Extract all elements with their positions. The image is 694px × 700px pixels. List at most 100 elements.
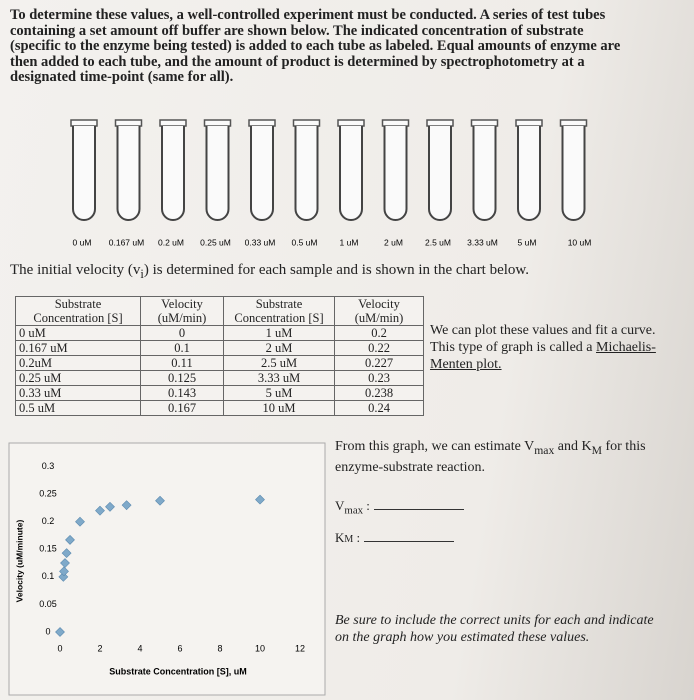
header-cell: Velocity (uM/min) xyxy=(140,296,224,326)
y-tick-label: 0.05 xyxy=(39,599,57,609)
tube xyxy=(383,126,408,221)
cell: 0.2 xyxy=(334,325,424,341)
point xyxy=(65,534,75,545)
text: i xyxy=(140,267,144,281)
tube xyxy=(517,126,541,221)
text: : xyxy=(363,498,370,513)
x-tick-label: 4 xyxy=(137,643,142,653)
cell: 0.125 xyxy=(140,370,224,386)
chart: 0 0.05 0.1 0.15 0.2 0.25 0.3 0 2 4 6 8 10 12 Velocity … xyxy=(8,442,326,696)
tube-cap xyxy=(292,119,321,127)
tube xyxy=(161,126,185,221)
tube-label: 0 uM xyxy=(73,237,92,247)
tube-label: 0.25 uM xyxy=(200,237,231,247)
blank xyxy=(364,541,455,542)
point xyxy=(75,516,85,527)
cell: 3.33 uM xyxy=(223,370,335,386)
cell: 10 uM xyxy=(223,400,335,416)
cell: 0.23 xyxy=(334,370,424,386)
point xyxy=(60,558,70,568)
tube-row: 0 uM 0.167 uM 0.2 uM 0.25 uM 0.33 uM 0.5 uM 1 … xyxy=(70,119,592,247)
tube-label: 1 uM xyxy=(340,237,359,247)
x-axis-label: Substrate Concentration [S], uM xyxy=(109,666,247,676)
header-cell: Velocity (uM/min) xyxy=(334,296,424,326)
point xyxy=(255,494,265,505)
cell: 2 uM xyxy=(223,340,335,356)
cell: 0.167 uM xyxy=(15,340,141,356)
tube-cap xyxy=(426,119,454,127)
tube xyxy=(428,126,452,221)
text: Michaelis-Menten plot. xyxy=(430,340,656,372)
y-tick-label: 0.15 xyxy=(39,544,57,554)
tube-label: 0.33 uM xyxy=(245,237,276,247)
tube xyxy=(294,126,319,221)
cell: 0.1 xyxy=(140,340,224,356)
x-tick-label: 12 xyxy=(295,643,305,653)
x-tick-label: 10 xyxy=(255,643,265,653)
text: ) is determined for each sample and is s… xyxy=(143,262,530,278)
cell: 0.143 xyxy=(140,385,224,401)
text: V xyxy=(335,498,345,513)
tube-cap xyxy=(470,119,499,127)
tube-label: 5 uM xyxy=(518,237,537,247)
vmax-answer: Vmax : xyxy=(335,498,464,517)
point xyxy=(121,500,132,511)
question: From this graph, we can estimate Vmax an… xyxy=(335,438,655,476)
cell: 0.24 xyxy=(334,400,424,416)
tube xyxy=(116,126,141,221)
cell: 0.33 uM xyxy=(15,385,141,401)
tube xyxy=(205,126,230,221)
cell: 5 uM xyxy=(223,385,335,401)
text: K xyxy=(335,530,345,545)
cell: 0.11 xyxy=(140,355,224,371)
y-tick-label: 0.1 xyxy=(42,571,55,581)
tube-label: 3.33 uM xyxy=(467,237,498,247)
tube-cap xyxy=(515,119,543,127)
y-axis-label: Velocity (uM/minute) xyxy=(14,520,24,603)
tube xyxy=(561,126,586,221)
km-answer: KM : xyxy=(335,530,455,546)
tube-cap xyxy=(159,119,187,127)
tube xyxy=(250,126,274,221)
row: 0.167 uM 0.1 2 uM 0.22 xyxy=(15,340,424,356)
cell: 2.5 uM xyxy=(223,355,335,371)
y-tick-label: 0.3 xyxy=(42,461,55,471)
tube-label: 2 uM xyxy=(384,237,403,247)
x-tick-label: 6 xyxy=(177,643,182,653)
text: and K xyxy=(554,439,592,454)
row: 0 uM 0 1 uM 0.2 xyxy=(15,325,424,341)
x-tick-label: 0 xyxy=(57,643,62,653)
data-table: Substrate Concentration [S] Velocity (uM/… xyxy=(15,296,424,416)
tube-cap xyxy=(248,119,276,127)
point xyxy=(59,566,69,577)
instruction: Be sure to include the correct units for… xyxy=(335,613,654,645)
cell: 0.5 uM xyxy=(15,400,141,416)
cell: 0.227 xyxy=(334,355,424,371)
text: : xyxy=(353,530,361,545)
cell: 0.167 xyxy=(140,400,224,416)
point xyxy=(55,627,65,637)
tube-cap xyxy=(203,119,232,127)
intro-paragraph: To determine these values, a well-contro… xyxy=(10,7,621,85)
tube xyxy=(472,126,497,221)
point xyxy=(95,505,105,516)
text: max xyxy=(344,504,364,517)
tube-label: 0.167 uM xyxy=(109,237,144,247)
cell: 0.238 xyxy=(334,385,424,401)
row: 0.25 uM 0.125 3.33 uM 0.23 xyxy=(15,370,424,386)
tube-label: 0.5 uM xyxy=(292,237,318,247)
header-row: Substrate Concentration [S] Velocity (uM/… xyxy=(15,296,424,326)
tube-cap xyxy=(70,119,98,127)
y-tick-label: 0.2 xyxy=(42,516,55,526)
tube-label: 10 uM xyxy=(568,237,592,247)
tube xyxy=(339,126,363,221)
point xyxy=(155,495,165,506)
tube-cap xyxy=(559,119,588,127)
cell: 0 xyxy=(140,325,224,341)
velocity-sentence: The initial velocity (vi) is determined … xyxy=(10,262,529,282)
cell: 0.25 uM xyxy=(15,370,141,386)
row: 0.5 uM 0.167 10 uM 0.24 xyxy=(15,400,424,416)
chart-frame xyxy=(8,442,326,696)
point xyxy=(61,548,72,559)
